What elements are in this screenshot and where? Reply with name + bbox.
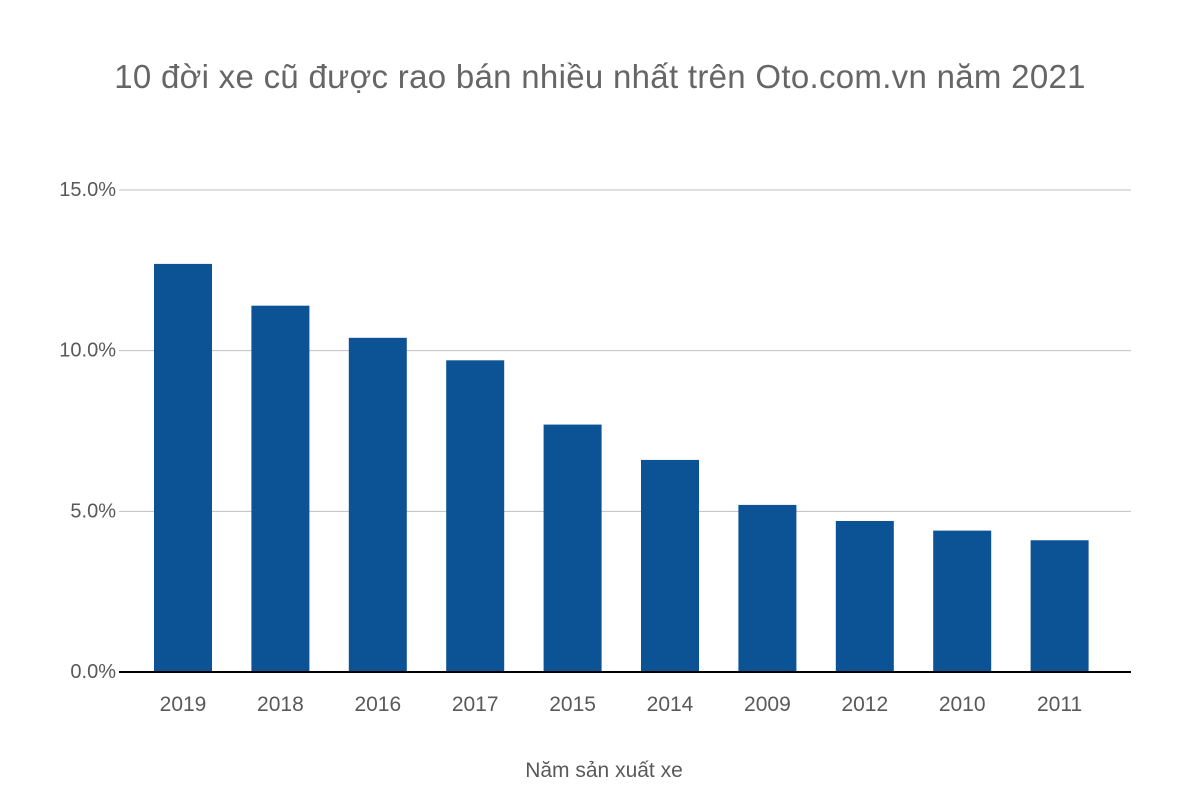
y-tick-label: 15.0% xyxy=(59,179,116,201)
bar-2017 xyxy=(446,360,505,672)
x-tick-label: 2012 xyxy=(841,693,888,716)
bars xyxy=(154,263,1089,672)
x-tick-label: 2018 xyxy=(257,693,304,716)
x-tick-label: 2019 xyxy=(160,693,207,716)
chart-title: 10 đời xe cũ được rao bán nhiều nhất trê… xyxy=(114,58,1086,95)
y-tick-label: 0.0% xyxy=(70,661,116,683)
bar-2014 xyxy=(641,459,699,672)
y-axis-ticks: 0.0% 5.0% 10.0% 15.0% xyxy=(59,179,116,683)
x-tick-label: 2015 xyxy=(549,693,596,716)
bar-2010 xyxy=(933,530,992,672)
x-tick-label: 2014 xyxy=(647,693,694,716)
bar-2015 xyxy=(543,424,602,672)
bar-2016 xyxy=(348,337,407,672)
x-tick-label: 2010 xyxy=(939,693,986,716)
bar-2019 xyxy=(154,263,212,672)
x-tick-label: 2009 xyxy=(744,693,791,716)
x-tick-label: 2011 xyxy=(1037,693,1082,716)
x-axis-title: Năm sản xuất xe xyxy=(525,759,683,782)
bar-2009 xyxy=(738,504,797,672)
bar-2011 xyxy=(1030,540,1089,672)
x-axis-ticks: 2019 2018 2016 2017 2015 2014 2009 2012 2010 2011 xyxy=(160,693,1083,716)
y-tick-label: 5.0% xyxy=(70,500,116,522)
bar-2012 xyxy=(835,520,894,672)
bar-2018 xyxy=(251,305,310,672)
x-tick-label: 2017 xyxy=(452,693,499,716)
y-tick-label: 10.0% xyxy=(59,340,116,362)
x-tick-label: 2016 xyxy=(354,693,401,716)
